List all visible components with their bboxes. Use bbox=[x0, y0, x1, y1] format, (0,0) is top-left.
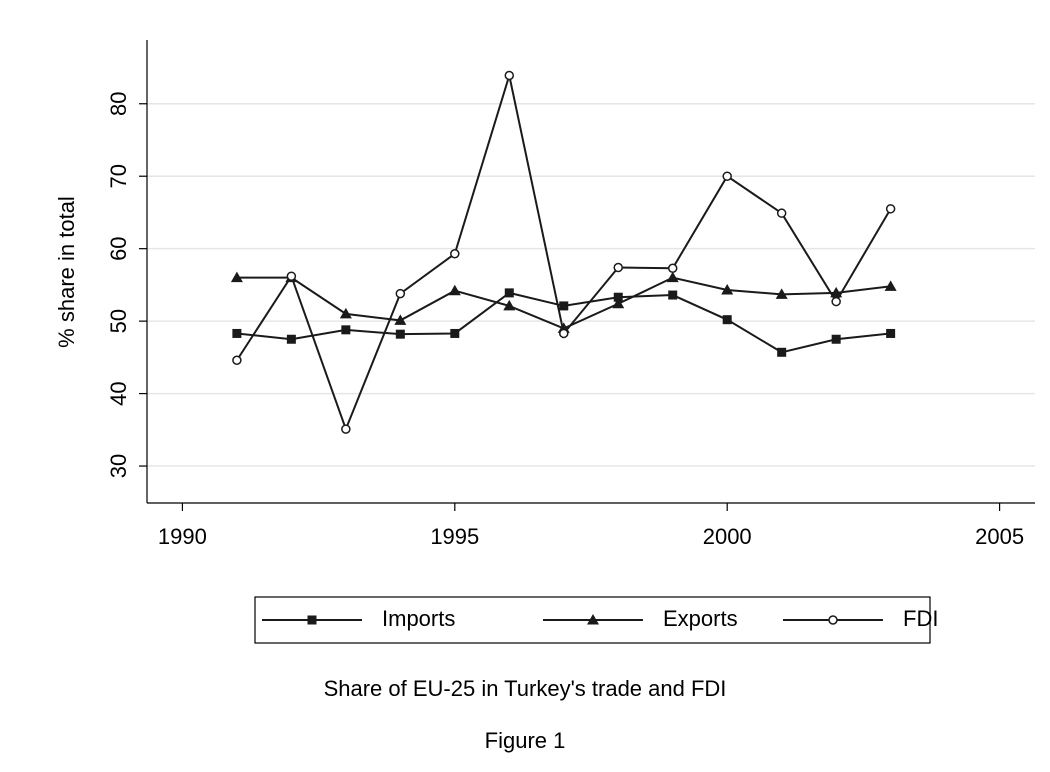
marker bbox=[286, 334, 296, 344]
legend-label: FDI bbox=[903, 606, 938, 631]
legend-label: Exports bbox=[663, 606, 738, 631]
marker bbox=[232, 328, 242, 338]
marker bbox=[777, 347, 787, 357]
y-tick-label: 70 bbox=[106, 164, 131, 188]
x-tick-label: 2000 bbox=[703, 524, 752, 549]
marker bbox=[286, 271, 297, 281]
y-tick-label: 50 bbox=[106, 309, 131, 333]
marker bbox=[885, 204, 896, 214]
legend-marker bbox=[307, 615, 317, 625]
marker bbox=[831, 334, 841, 344]
marker bbox=[504, 288, 514, 298]
marker bbox=[775, 288, 788, 299]
marker bbox=[776, 208, 787, 218]
marker bbox=[339, 307, 352, 319]
marker bbox=[230, 271, 243, 283]
y-tick-label: 60 bbox=[106, 236, 131, 260]
marker bbox=[612, 297, 625, 309]
legend-label: Imports bbox=[382, 606, 455, 631]
marker bbox=[341, 424, 351, 434]
marker bbox=[831, 296, 841, 307]
y-tick-label: 40 bbox=[106, 381, 131, 405]
marker bbox=[232, 355, 242, 366]
marker bbox=[450, 248, 460, 259]
marker bbox=[722, 171, 732, 181]
caption: Figure 1 bbox=[485, 728, 566, 753]
marker bbox=[722, 315, 732, 325]
series-line bbox=[236, 75, 892, 432]
marker bbox=[667, 263, 678, 273]
x-tick-label: 1995 bbox=[430, 524, 479, 549]
marker bbox=[395, 288, 406, 299]
marker bbox=[721, 283, 734, 295]
marker bbox=[450, 328, 460, 338]
marker bbox=[503, 299, 516, 311]
y-tick-label: 80 bbox=[106, 92, 131, 116]
marker bbox=[886, 328, 896, 338]
marker bbox=[613, 262, 623, 273]
chart-title: Share of EU-25 in Turkey's trade and FDI bbox=[324, 676, 727, 701]
x-tick-label: 1990 bbox=[158, 524, 207, 549]
legend-marker bbox=[587, 614, 599, 625]
marker bbox=[341, 325, 351, 335]
y-tick-label: 30 bbox=[106, 454, 131, 478]
marker bbox=[613, 292, 623, 302]
marker bbox=[559, 328, 569, 339]
x-tick-label: 2005 bbox=[975, 524, 1024, 549]
marker bbox=[504, 70, 515, 81]
marker bbox=[394, 314, 407, 325]
marker bbox=[884, 280, 897, 291]
y-axis-label: % share in total bbox=[54, 196, 79, 348]
marker bbox=[448, 284, 461, 296]
legend-marker bbox=[828, 615, 838, 625]
marker bbox=[666, 271, 679, 283]
marker bbox=[559, 301, 569, 311]
marker bbox=[668, 290, 678, 300]
marker bbox=[395, 329, 405, 339]
